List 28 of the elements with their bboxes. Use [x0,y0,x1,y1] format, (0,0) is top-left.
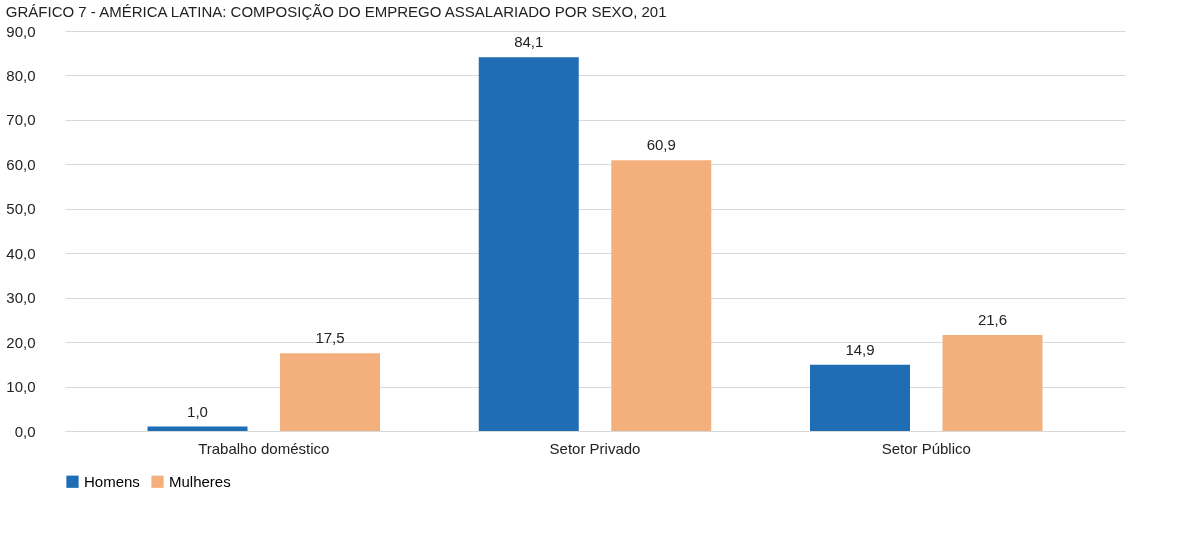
y-tick-label: 30,0 [6,289,36,307]
data-label: 1,0 [187,402,208,420]
y-tick-label: 80,0 [6,66,36,84]
data-label: 60,9 [646,136,676,154]
y-tick-label: 0,0 [14,422,36,440]
y-tick-label: 40,0 [6,244,36,262]
bar [280,353,380,431]
y-tick-label: 50,0 [6,200,36,218]
chart-title: GRÁFICO 7 - AMÉRICA LATINA: COMPOSIÇÃO DO EMPREGO ASSALARIADO POR SEXO, 201 [5,3,667,20]
data-label: 14,9 [845,340,875,358]
legend-label: Homens [84,472,140,490]
bar [147,426,248,431]
data-label: 21,6 [977,311,1008,328]
legend-label: Mulheres [169,472,231,490]
data-label: 84,1 [514,33,544,51]
y-tick-label: 90,0 [6,22,36,40]
bar [942,335,1043,431]
y-tick-label: 70,0 [6,111,36,129]
x-tick-label: Setor Privado [549,439,641,457]
x-tick-label: Trabalho doméstico [198,439,330,457]
y-tick-label: 60,0 [6,155,36,173]
bar [810,364,910,431]
data-label: 17,5 [315,329,345,347]
bar [478,57,579,431]
bar [611,160,712,431]
y-tick-label: 10,0 [6,378,36,396]
y-tick-label: 20,0 [6,333,36,351]
x-tick-label: Setor Público [881,439,971,457]
